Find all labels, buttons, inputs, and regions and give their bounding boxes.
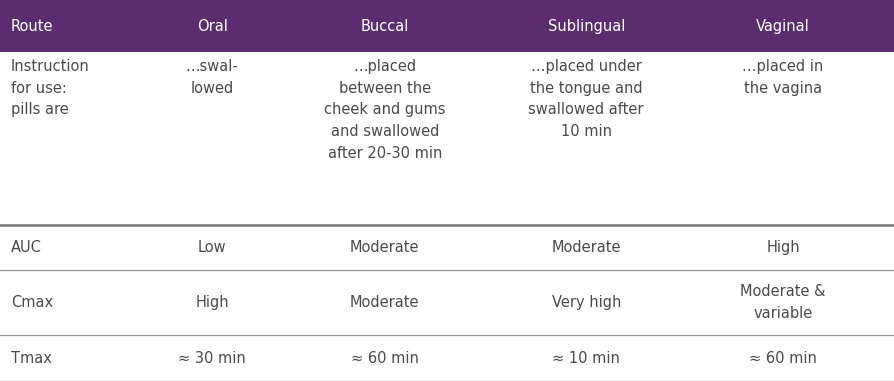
Text: …placed
between the
cheek and gums
and swallowed
after 20-30 min: …placed between the cheek and gums and s…: [324, 59, 445, 160]
Text: Vaginal: Vaginal: [755, 19, 809, 34]
Text: Low: Low: [198, 240, 226, 255]
Text: ≈ 10 min: ≈ 10 min: [552, 351, 620, 366]
Text: Oral: Oral: [197, 19, 227, 34]
Text: ≈ 30 min: ≈ 30 min: [178, 351, 246, 366]
Text: Moderate: Moderate: [551, 240, 620, 255]
Text: Buccal: Buccal: [360, 19, 409, 34]
Text: Moderate: Moderate: [350, 295, 419, 310]
Text: …swal-
lowed: …swal- lowed: [186, 59, 238, 96]
Text: ≈ 60 min: ≈ 60 min: [748, 351, 816, 366]
Text: Moderate &
variable: Moderate & variable: [739, 285, 825, 321]
Text: High: High: [195, 295, 229, 310]
Text: Cmax: Cmax: [11, 295, 53, 310]
Text: Tmax: Tmax: [11, 351, 52, 366]
Text: Very high: Very high: [551, 295, 620, 310]
Text: ≈ 60 min: ≈ 60 min: [350, 351, 418, 366]
Text: …placed in
the vagina: …placed in the vagina: [742, 59, 822, 96]
Text: Instruction
for use:
pills are: Instruction for use: pills are: [11, 59, 89, 117]
Text: Route: Route: [11, 19, 53, 34]
Text: AUC: AUC: [11, 240, 41, 255]
Text: …placed under
the tongue and
swallowed after
10 min: …placed under the tongue and swallowed a…: [527, 59, 644, 139]
Bar: [0, 0, 894, 52]
Text: High: High: [765, 240, 799, 255]
Text: Sublingual: Sublingual: [547, 19, 624, 34]
Text: Moderate: Moderate: [350, 240, 419, 255]
